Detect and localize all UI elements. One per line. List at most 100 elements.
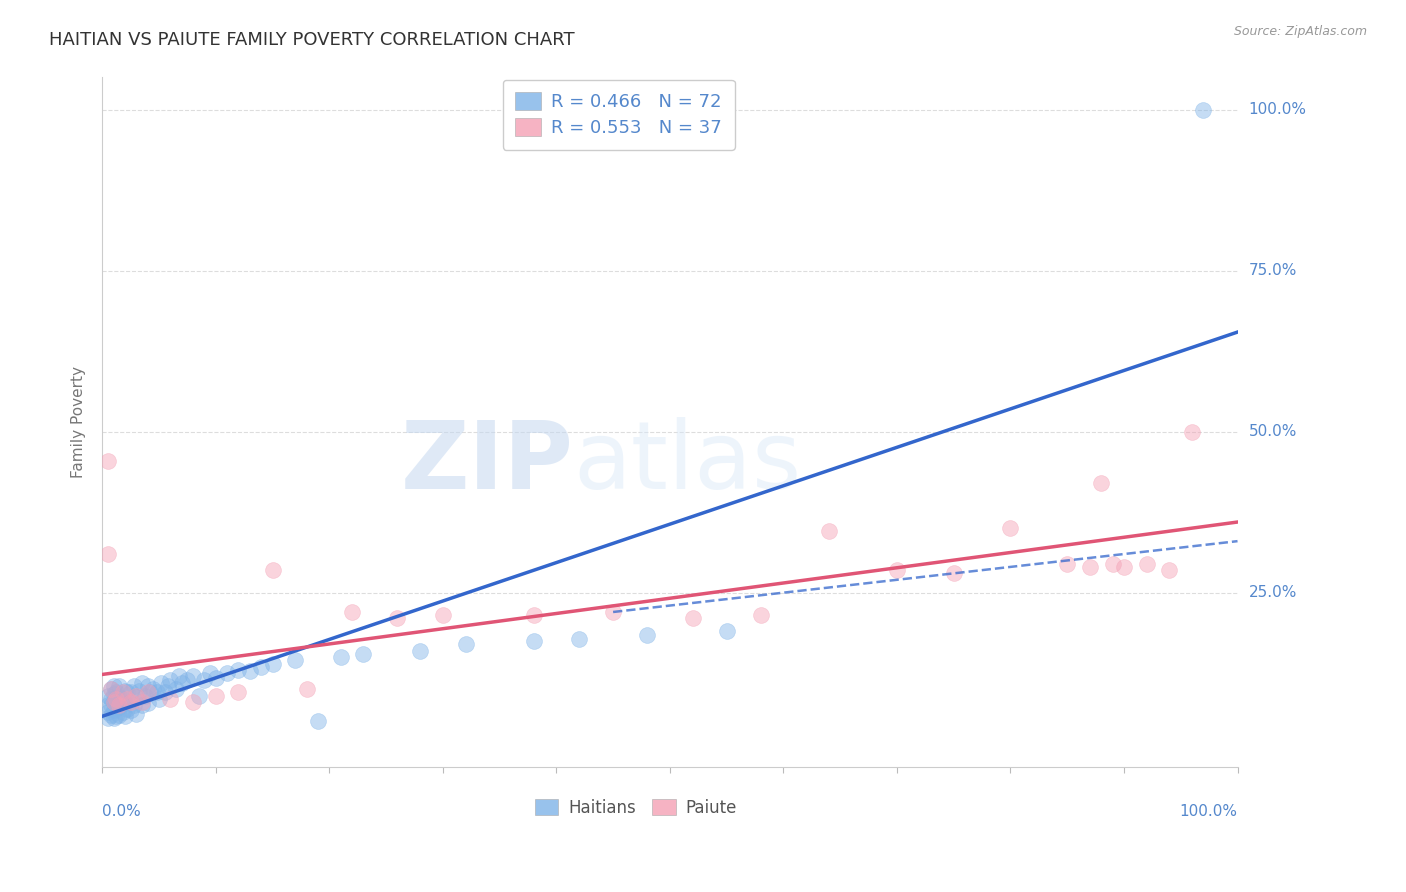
Point: [181, 695, 204, 709]
Point: [262, 563, 284, 577]
Point: [97, 453, 120, 467]
Point: [523, 634, 546, 648]
Point: [108, 679, 131, 693]
Point: [100, 698, 122, 713]
Text: 75.0%: 75.0%: [1249, 263, 1296, 278]
Point: [103, 711, 125, 725]
Point: [103, 695, 125, 709]
Point: [1181, 425, 1204, 439]
Point: [568, 632, 591, 646]
Point: [187, 689, 209, 703]
Point: [250, 659, 273, 673]
Text: ZIP: ZIP: [401, 417, 574, 509]
Point: [120, 685, 142, 699]
Point: [134, 689, 156, 703]
Point: [352, 647, 374, 661]
Point: [108, 700, 131, 714]
Point: [387, 611, 409, 625]
Point: [122, 679, 145, 693]
Point: [409, 643, 432, 657]
Point: [523, 608, 546, 623]
Point: [329, 650, 352, 665]
Point: [100, 692, 122, 706]
Point: [122, 698, 145, 713]
Point: [120, 703, 142, 717]
Point: [307, 714, 329, 729]
Point: [128, 683, 150, 698]
Text: HAITIAN VS PAIUTE FAMILY POVERTY CORRELATION CHART: HAITIAN VS PAIUTE FAMILY POVERTY CORRELA…: [49, 31, 575, 49]
Point: [97, 698, 120, 713]
Point: [103, 703, 125, 717]
Text: 25.0%: 25.0%: [1249, 585, 1296, 600]
Point: [602, 605, 624, 619]
Point: [942, 566, 965, 581]
Point: [108, 708, 131, 723]
Point: [114, 683, 136, 698]
Point: [148, 692, 170, 706]
Point: [100, 708, 122, 723]
Point: [1159, 563, 1181, 577]
Point: [97, 711, 120, 725]
Point: [157, 679, 180, 693]
Point: [103, 695, 125, 709]
Point: [295, 682, 318, 697]
Point: [104, 685, 127, 699]
Point: [682, 611, 704, 625]
Point: [165, 682, 187, 697]
Point: [176, 673, 198, 687]
Point: [115, 701, 138, 715]
Point: [111, 692, 134, 706]
Point: [145, 685, 167, 699]
Point: [103, 679, 125, 693]
Point: [817, 524, 839, 539]
Point: [217, 666, 239, 681]
Point: [115, 685, 138, 699]
Point: [131, 676, 153, 690]
Point: [120, 695, 142, 709]
Point: [1101, 557, 1123, 571]
Point: [749, 608, 772, 623]
Point: [239, 665, 262, 679]
Point: [114, 709, 136, 723]
Point: [153, 685, 176, 699]
Point: [340, 605, 363, 619]
Point: [104, 692, 127, 706]
Point: [104, 709, 127, 723]
Text: Source: ZipAtlas.com: Source: ZipAtlas.com: [1233, 25, 1367, 38]
Point: [181, 669, 204, 683]
Point: [104, 698, 127, 713]
Point: [886, 563, 908, 577]
Point: [139, 685, 162, 699]
Point: [1090, 476, 1112, 491]
Point: [228, 663, 250, 677]
Point: [159, 692, 181, 706]
Point: [103, 688, 125, 702]
Point: [204, 689, 226, 703]
Point: [454, 637, 477, 651]
Point: [228, 685, 250, 699]
Point: [131, 698, 153, 713]
Point: [1192, 103, 1215, 117]
Point: [97, 705, 120, 719]
Point: [193, 673, 215, 687]
Point: [159, 673, 181, 687]
Point: [636, 627, 658, 641]
Point: [108, 690, 131, 704]
Point: [170, 676, 193, 690]
Point: [136, 685, 159, 699]
Point: [100, 682, 122, 697]
Point: [136, 697, 159, 711]
Point: [169, 669, 191, 683]
Point: [111, 685, 134, 699]
Text: 0.0%: 0.0%: [103, 805, 141, 820]
Point: [432, 608, 454, 623]
Point: [108, 698, 131, 713]
Text: atlas: atlas: [574, 417, 801, 509]
Point: [262, 657, 284, 671]
Point: [97, 689, 120, 703]
Point: [284, 653, 307, 667]
Text: 100.0%: 100.0%: [1180, 805, 1237, 820]
Point: [198, 666, 221, 681]
Point: [204, 671, 226, 685]
Point: [115, 692, 138, 706]
